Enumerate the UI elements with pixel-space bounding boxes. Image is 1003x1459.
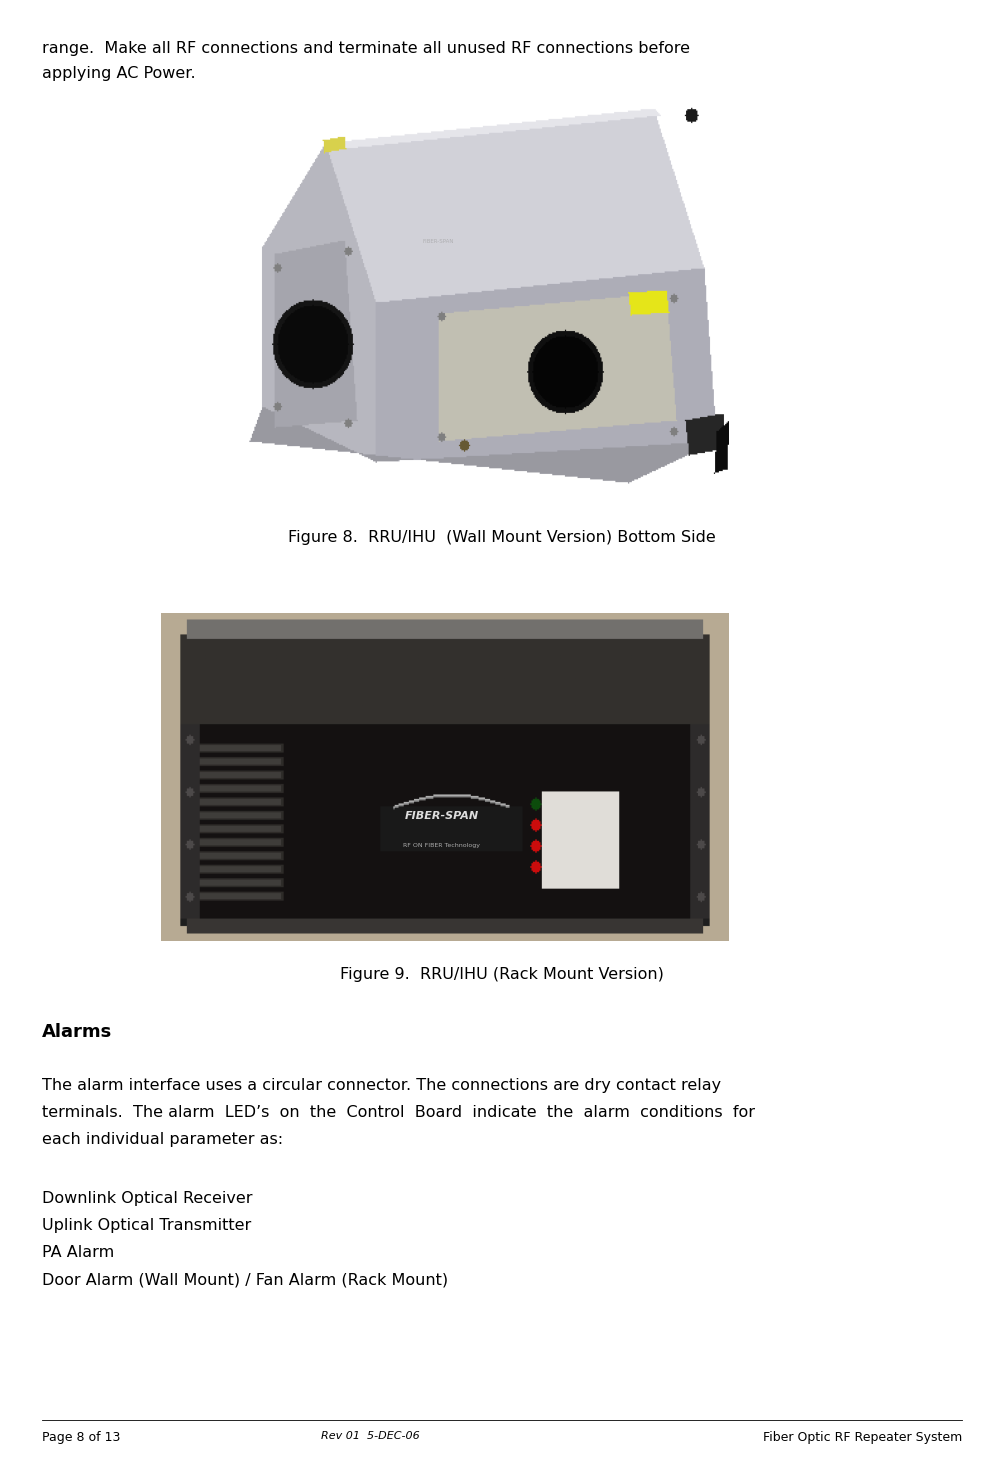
Text: Door Alarm (Wall Mount) / Fan Alarm (Rack Mount): Door Alarm (Wall Mount) / Fan Alarm (Rac… <box>42 1272 448 1287</box>
Text: PA Alarm: PA Alarm <box>42 1245 114 1261</box>
Text: Figure 9.  RRU/IHU (Rack Mount Version): Figure 9. RRU/IHU (Rack Mount Version) <box>340 967 663 982</box>
Text: terminals.  The alarm  LED’s  on  the  Control  Board  indicate  the  alarm  con: terminals. The alarm LED’s on the Contro… <box>42 1106 754 1121</box>
Text: Downlink Optical Receiver: Downlink Optical Receiver <box>42 1191 253 1207</box>
Text: range.  Make all RF connections and terminate all unused RF connections before: range. Make all RF connections and termi… <box>42 41 689 55</box>
Text: FIBER-SPAN: FIBER-SPAN <box>404 811 478 821</box>
Text: Alarms: Alarms <box>42 1023 112 1040</box>
Text: Rev 01  5-DEC-06: Rev 01 5-DEC-06 <box>321 1431 419 1441</box>
Text: applying AC Power.: applying AC Power. <box>42 66 196 80</box>
Text: FIBER-SPAN: FIBER-SPAN <box>422 239 454 244</box>
Text: Uplink Optical Transmitter: Uplink Optical Transmitter <box>42 1218 251 1233</box>
Text: RF ON FIBER Technology: RF ON FIBER Technology <box>402 843 479 848</box>
Text: Figure 8.  RRU/IHU  (Wall Mount Version) Bottom Side: Figure 8. RRU/IHU (Wall Mount Version) B… <box>288 530 715 544</box>
Text: The alarm interface uses a circular connector. The connections are dry contact r: The alarm interface uses a circular conn… <box>42 1078 720 1093</box>
Text: Page 8 of 13: Page 8 of 13 <box>42 1431 120 1444</box>
Text: each individual parameter as:: each individual parameter as: <box>42 1132 283 1147</box>
Text: Fiber Optic RF Repeater System: Fiber Optic RF Repeater System <box>762 1431 961 1444</box>
